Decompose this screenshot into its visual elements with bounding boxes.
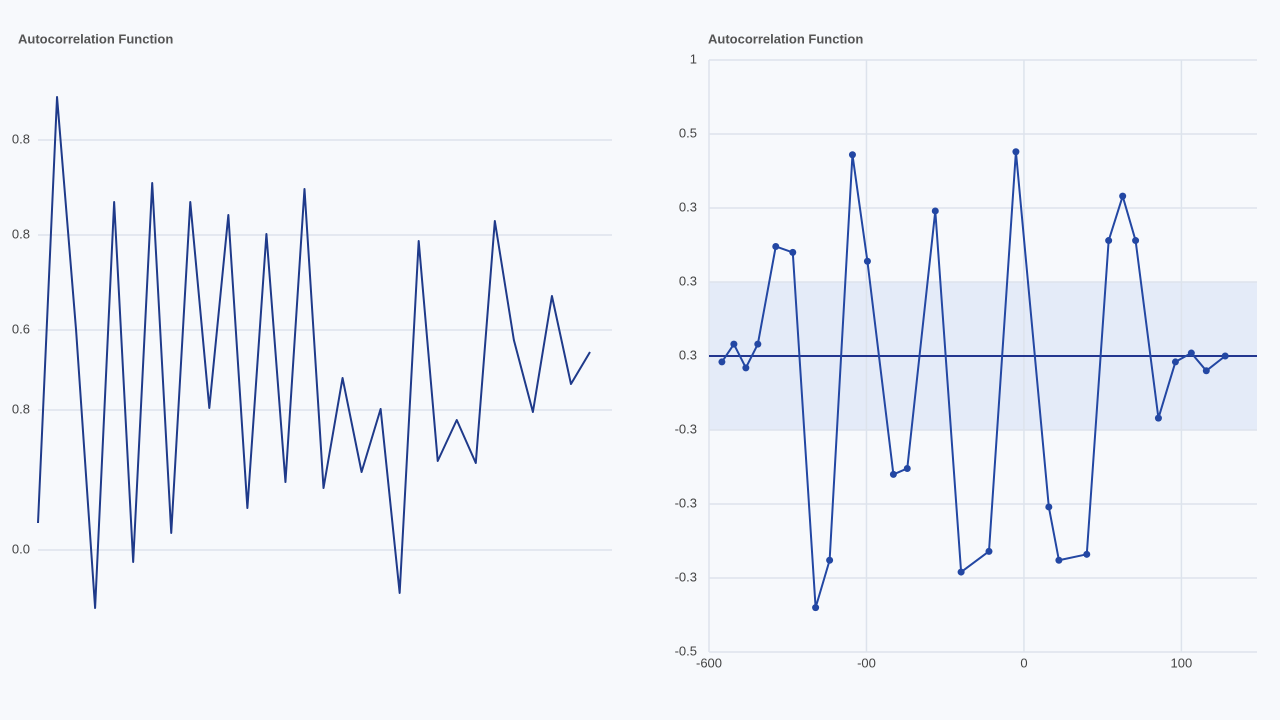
x-tick-label: 0: [1020, 655, 1027, 670]
y-tick-label: -0.3: [675, 569, 697, 584]
marker: [1154, 414, 1162, 422]
marker: [1132, 237, 1140, 245]
y-tick-label: 0.5: [679, 125, 697, 140]
marker: [985, 547, 993, 555]
marker: [718, 358, 726, 366]
marker: [1083, 550, 1091, 558]
chart-title: Autocorrelation Function: [18, 31, 173, 46]
marker: [826, 556, 834, 564]
marker: [1055, 556, 1063, 564]
y-tick-label: 0.8: [12, 131, 30, 146]
line: [37, 96, 591, 609]
y-tick-label: -0.3: [675, 421, 697, 436]
marker: [789, 248, 797, 256]
marker: [903, 464, 911, 472]
marker: [1202, 367, 1210, 375]
y-tick-label: 0.8: [12, 226, 30, 241]
marker: [1045, 503, 1053, 511]
marker: [1012, 148, 1020, 156]
y-tick-label: 0.6: [12, 321, 30, 336]
marker: [889, 470, 897, 478]
marker: [1119, 192, 1127, 200]
y-tick-label: 0.3: [679, 273, 697, 288]
marker: [772, 242, 780, 250]
x-tick-label: -00: [857, 655, 876, 670]
y-tick-label: -0.3: [675, 495, 697, 510]
marker: [812, 604, 820, 612]
marker: [1171, 358, 1179, 366]
y-tick-label: 1: [690, 51, 697, 66]
marker: [730, 340, 738, 348]
y-tick-label: 0.8: [12, 401, 30, 416]
marker: [754, 340, 762, 348]
marker: [848, 151, 856, 159]
y-tick-label: 0.0: [12, 541, 30, 556]
x-tick-label: 100: [1171, 655, 1193, 670]
marker: [1187, 349, 1195, 357]
marker: [1105, 237, 1113, 245]
y-tick-label: -0.5: [675, 643, 697, 658]
x-tick-label: -600: [696, 655, 722, 670]
marker: [1221, 352, 1229, 360]
marker: [957, 568, 965, 576]
y-tick-label: 0.3: [679, 347, 697, 362]
marker: [931, 207, 939, 215]
chart-title: Autocorrelation Function: [708, 31, 863, 46]
y-tick-label: 0.3: [679, 199, 697, 214]
marker: [742, 364, 750, 372]
marker: [863, 257, 871, 265]
